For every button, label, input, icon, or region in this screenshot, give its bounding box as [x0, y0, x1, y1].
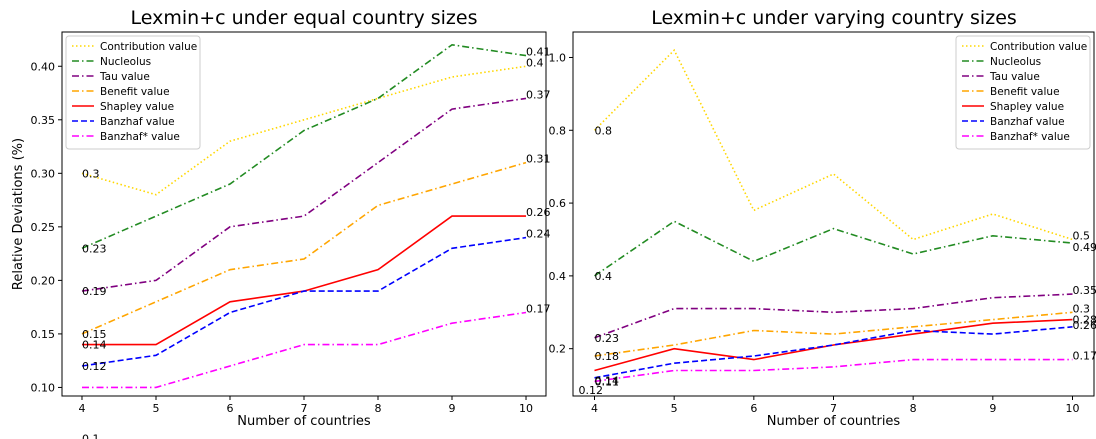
data-label-start: 0.4	[595, 270, 613, 283]
x-tick-label: 6	[750, 402, 757, 415]
legend: Contribution value Nucleolus Tau value Bene…	[955, 35, 1091, 150]
series-line-4	[81, 161, 527, 335]
x-tick-label: 5	[671, 402, 678, 415]
chart-panel-1: Lexmin+c under equal country sizes 4 5 6 7 8 9…	[11, 7, 551, 439]
data-label-end: 0.26	[1072, 319, 1096, 332]
x-axis-label: Number of countries	[237, 414, 371, 429]
y-tick-label: 0.20	[31, 274, 56, 287]
y-tick-label: 0.6	[549, 197, 567, 210]
data-label-start: 0.11	[595, 375, 620, 388]
data-label-end: 0.17	[1072, 350, 1096, 363]
legend-label: Banzhaf* value	[100, 131, 180, 143]
data-label-start: 0.3	[82, 167, 100, 180]
series-line-1	[593, 48, 1073, 241]
data-label-end: 0.37	[526, 88, 551, 101]
series-line-5	[82, 215, 526, 346]
data-label-end: 0.35	[1072, 284, 1096, 297]
x-axis-label: Number of countries	[767, 414, 901, 429]
y-axis-label: Relative Deviations (%)	[11, 138, 26, 290]
legend: Contribution value Nucleolus Tau value Bene…	[65, 35, 201, 150]
x-tick-label: 5	[152, 402, 159, 415]
series-line-2	[81, 43, 527, 250]
x-tick-label: 8	[375, 402, 382, 415]
x-tick-label: 10	[1065, 402, 1079, 415]
data-label-start: 0.23	[595, 332, 620, 345]
y-tick-label: 0.15	[31, 328, 56, 341]
y-tick-label: 0.35	[31, 114, 56, 127]
series-line-5	[594, 318, 1073, 372]
legend-box	[955, 35, 1091, 150]
x-tick-label: 7	[830, 402, 837, 415]
x-tick-label: 9	[989, 402, 996, 415]
legend-label: Benefit value	[990, 86, 1060, 98]
data-label-start: 0.23	[82, 242, 107, 255]
chart-title: Lexmin+c under equal country sizes	[131, 7, 478, 29]
y-tick-label: 0.2	[549, 343, 567, 356]
legend-label: Tau value	[989, 71, 1040, 83]
legend-label: Contribution value	[990, 41, 1087, 53]
data-label-end: 0.41	[526, 46, 551, 59]
data-label-end: 0.5	[1072, 229, 1090, 242]
y-tick-label: 0.40	[31, 60, 56, 73]
y-tick-label: 0.30	[31, 167, 56, 180]
data-label-start: 0.1	[82, 432, 100, 439]
legend-label: Shapley value	[100, 101, 174, 113]
x-tick-label: 8	[910, 402, 917, 415]
legend-label: Nucleolus	[100, 56, 151, 68]
legend-label: Banzhaf* value	[990, 131, 1070, 143]
y-tick-label: 1.0	[549, 51, 567, 64]
data-label-start: 0.15	[82, 328, 107, 341]
x-tick-label: 4	[591, 402, 598, 415]
x-tick-label: 10	[519, 402, 533, 415]
series-line-2	[594, 220, 1073, 277]
y-tick-label: 0.10	[31, 381, 56, 394]
series-line-3	[594, 293, 1073, 339]
data-label-end: 0.49	[1072, 241, 1096, 254]
chart-title: Lexmin+c under varying country sizes	[651, 7, 1017, 29]
legend-label: Banzhaf value	[100, 116, 175, 128]
series-line-7	[82, 311, 527, 389]
series-line-6	[594, 326, 1073, 379]
data-label-start: 0.14	[82, 339, 107, 352]
x-tick-label: 4	[78, 402, 85, 415]
legend-label: Banzhaf value	[990, 116, 1065, 128]
data-label-start: 0.14	[595, 375, 620, 388]
legend-label: Shapley value	[990, 101, 1064, 113]
series-line-3	[81, 97, 527, 292]
legend-label: Benefit value	[100, 86, 170, 98]
series-line-1	[81, 65, 527, 196]
series-line-6	[81, 236, 527, 367]
data-label-end: 0.31	[526, 153, 551, 166]
x-tick-label: 6	[226, 402, 233, 415]
legend-box	[65, 35, 201, 150]
y-tick-label: 0.25	[31, 221, 56, 234]
data-label-start: 0.12	[82, 360, 107, 373]
data-label-end: 0.3	[1072, 302, 1090, 315]
chart-panel-2: Lexmin+c under varying country sizes 4 5 6 7…	[549, 7, 1096, 429]
data-label-end: 0.17	[526, 302, 551, 315]
data-label-end: 0.4	[526, 56, 544, 69]
data-label-end: 0.26	[526, 206, 551, 219]
y-tick-label: 0.4	[549, 270, 567, 283]
data-label-start: 0.18	[595, 350, 620, 363]
data-label-start: 0.12	[579, 384, 604, 397]
series-line-7	[594, 358, 1073, 383]
legend-label: Contribution value	[100, 41, 197, 53]
data-label-end: 0.28	[1072, 314, 1096, 327]
data-label-start: 0.8	[595, 124, 613, 137]
data-label-start: 0.19	[82, 285, 107, 298]
data-label-end: 0.24	[526, 228, 551, 241]
x-tick-label: 9	[449, 402, 456, 415]
legend-label: Nucleolus	[990, 56, 1041, 68]
y-tick-label: 0.8	[549, 124, 567, 137]
x-tick-label: 7	[301, 402, 308, 415]
legend-label: Tau value	[99, 71, 150, 83]
